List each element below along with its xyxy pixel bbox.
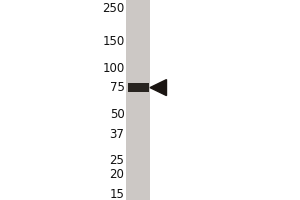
Text: 20: 20	[110, 168, 124, 181]
Text: 15: 15	[110, 188, 124, 200]
Bar	[126, 0, 150, 200]
Text: 50: 50	[110, 108, 124, 121]
Text: 25: 25	[110, 154, 124, 167]
Text: 75: 75	[110, 81, 124, 94]
Bar	[128, 83, 148, 92]
Text: 150: 150	[102, 35, 124, 48]
Text: 100: 100	[102, 62, 124, 75]
Text: 250: 250	[102, 1, 124, 15]
Text: 37: 37	[110, 128, 124, 141]
Polygon shape	[150, 80, 166, 96]
